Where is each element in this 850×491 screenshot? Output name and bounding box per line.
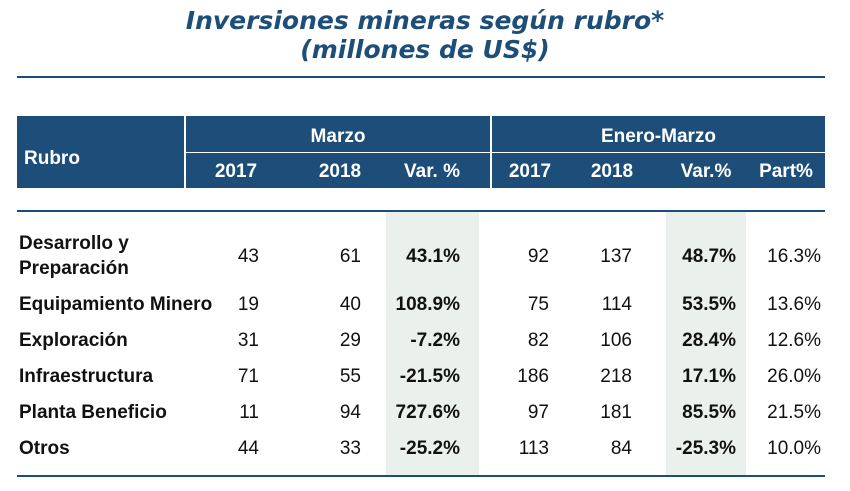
row-label: Infraestructura [19,366,154,387]
cell-enero-marzo-var: -25.3% [675,438,736,459]
row-label: Planta Beneficio [19,402,167,423]
column-header: 2017 [214,161,258,182]
cell-part: 26.0% [767,366,821,387]
column-header: 2018 [590,161,634,182]
row-label: Desarrollo y [19,233,129,254]
header-group-marzo: Marzo [310,126,366,147]
column-header: Var.% [680,161,732,182]
cell-part: 21.5% [767,402,821,423]
cell-part: 10.0% [767,438,821,459]
header-rubro: Rubro [24,148,80,169]
cell-marzo-2018: 33 [339,438,361,459]
cell-enero-marzo-2018: 181 [600,402,632,423]
cell-enero-marzo-2018: 84 [610,438,632,459]
cell-part: 16.3% [767,246,821,267]
cell-enero-marzo-2017: 113 [518,438,549,459]
cell-enero-marzo-2017: 92 [527,246,549,267]
cell-part: 13.6% [767,294,821,315]
cell-marzo-2017: 43 [237,246,259,267]
cell-marzo-2017: 44 [237,438,259,459]
cell-marzo-var: -25.2% [399,438,460,459]
cell-enero-marzo-2018: 218 [600,366,632,387]
table-bottom-rule [17,475,825,477]
row-label: Equipamiento Minero [19,294,213,315]
cell-marzo-2018: 40 [339,294,361,315]
cell-part: 12.6% [767,330,821,351]
cell-marzo-2018: 29 [339,330,361,351]
cell-enero-marzo-var: 53.5% [682,294,736,315]
header-divider [184,116,186,188]
title-divider [17,76,825,78]
cell-enero-marzo-var: 85.5% [682,402,736,423]
header-divider [186,152,490,153]
cell-marzo-2018: 94 [339,402,361,423]
cell-marzo-2017: 19 [237,294,259,315]
cell-marzo-2017: 31 [237,330,259,351]
cell-enero-marzo-var: 17.1% [682,366,736,387]
cell-marzo-var: 727.6% [395,402,460,423]
cell-enero-marzo-2017: 186 [517,366,549,387]
column-header: 2018 [318,161,362,182]
cell-enero-marzo-2018: 106 [600,330,632,351]
cell-marzo-var: -7.2% [410,330,460,351]
column-header: Var. % [404,161,460,182]
cell-marzo-2018: 61 [339,246,361,267]
cell-enero-marzo-2018: 114 [601,294,632,315]
cell-enero-marzo-var: 48.7% [682,246,736,267]
cell-marzo-2017: 71 [237,366,259,387]
header-divider [492,152,825,153]
column-header: Part% [759,161,813,182]
row-label-continued: Preparación [19,258,129,279]
cell-marzo-2017: 11 [239,402,259,423]
cell-enero-marzo-2017: 97 [527,402,549,423]
cell-enero-marzo-var: 28.4% [682,330,736,351]
row-label: Exploración [19,330,128,351]
cell-enero-marzo-2017: 75 [527,294,549,315]
column-header: 2017 [508,161,552,182]
page-title: Inversiones mineras según rubro* [185,6,665,35]
highlight-column-enero-marzo-var [666,212,746,475]
cell-marzo-2018: 55 [339,366,361,387]
header-group-enero-marzo: Enero-Marzo [600,126,717,147]
row-label: Otros [19,438,70,459]
cell-marzo-var: -21.5% [399,366,460,387]
cell-marzo-var: 108.9% [395,294,460,315]
header-bottom-rule [17,210,825,212]
cell-enero-marzo-2018: 137 [600,246,632,267]
header-divider [490,116,492,188]
cell-marzo-var: 43.1% [406,246,460,267]
highlight-column-marzo-var [386,212,479,475]
cell-enero-marzo-2017: 82 [527,330,549,351]
page-subtitle: (millones de US$) [300,35,550,64]
